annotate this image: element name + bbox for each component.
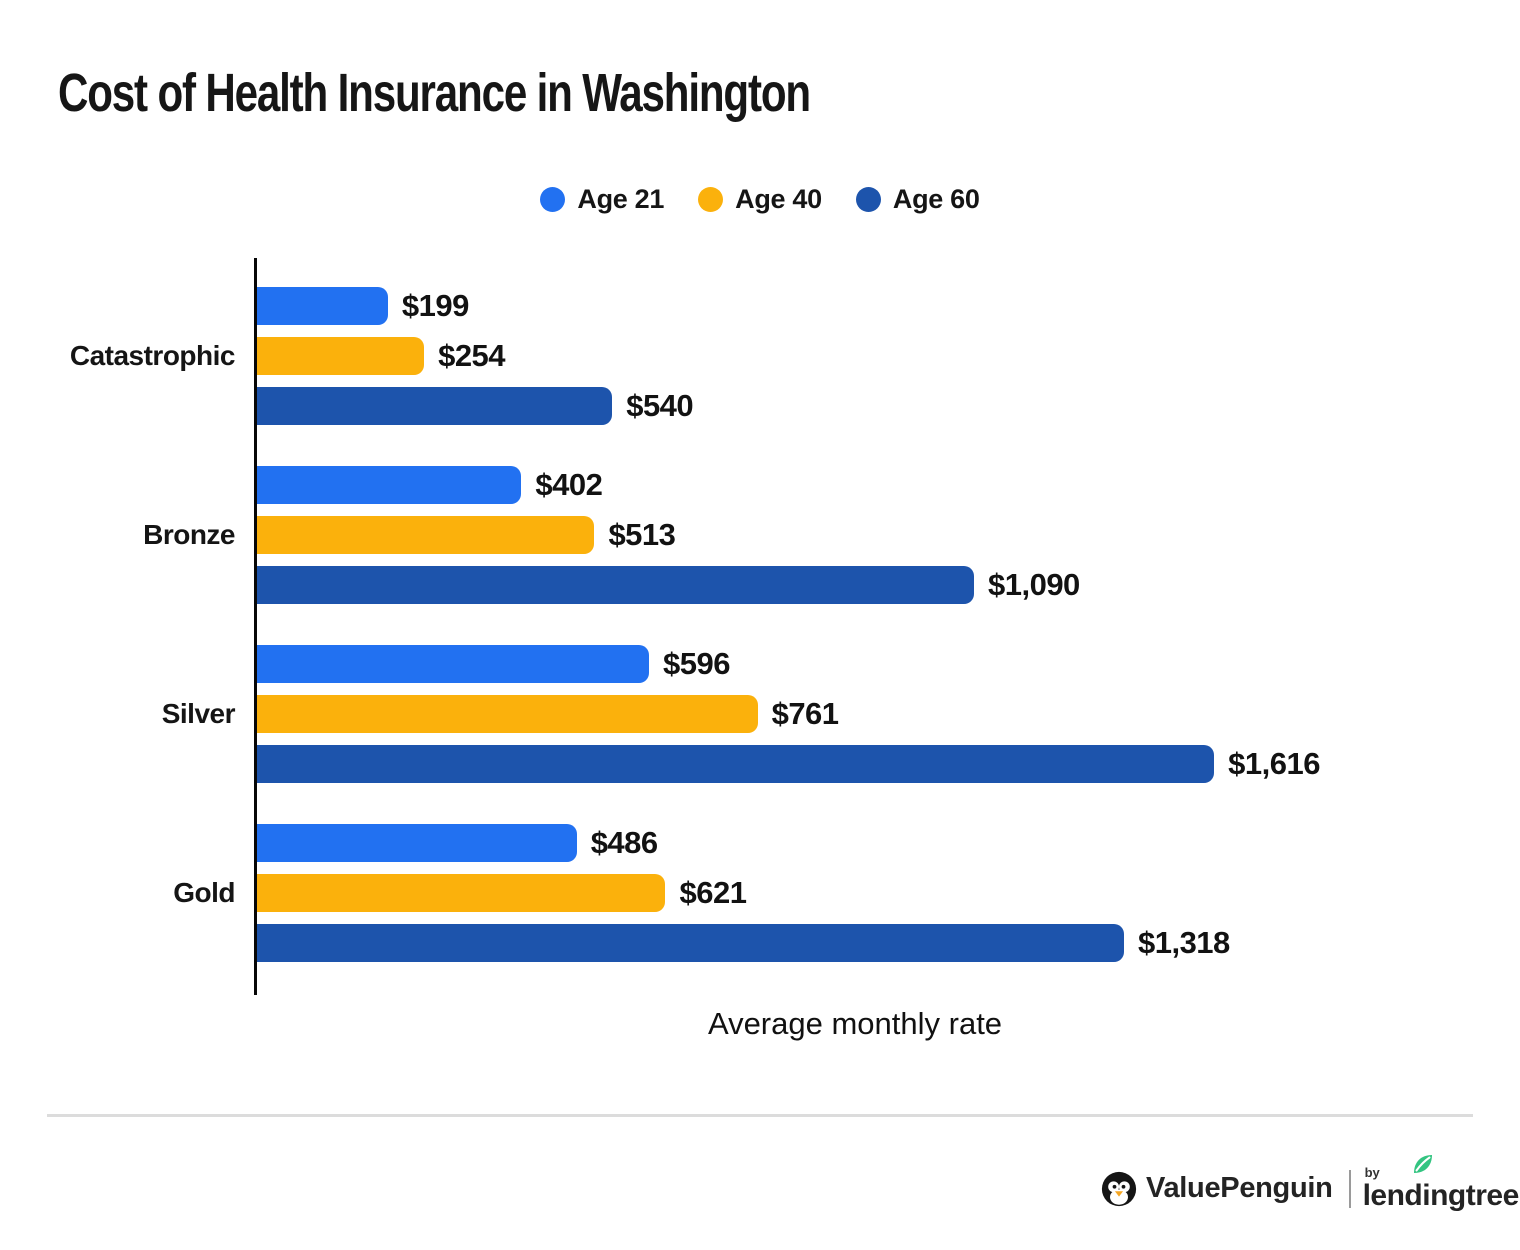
legend-label-age-40: Age 40 [735, 184, 822, 214]
bar-row-age-21-silver: $596 [257, 645, 1320, 683]
bar-row-age-40-silver: $761 [257, 695, 1320, 733]
legend-item-age-40: Age 40 [698, 184, 822, 215]
bar-value-age-21-bronze: $402 [535, 467, 603, 502]
bar-chart: Catastrophic $199 $254 $540 Bronze $402 $513 $1… [0, 287, 1320, 962]
bar-age-60-silver [257, 745, 1215, 783]
legend-dot-age-60-icon [855, 187, 881, 212]
legend-dot-age-21-icon [540, 187, 566, 212]
bar-age-21-silver [257, 645, 650, 683]
chart-legend: Age 21 Age 40 Age 60 [0, 184, 1520, 215]
bars-silver: $596 $761 $1,616 [257, 645, 1320, 783]
bar-row-age-21-gold: $486 [257, 824, 1320, 862]
bar-row-age-60-gold: $1,318 [257, 924, 1320, 962]
lendingtree-logo: by lendingtree [1362, 1155, 1520, 1212]
bar-value-age-21-silver: $596 [663, 646, 731, 681]
category-label-bronze: Bronze [143, 519, 235, 550]
bar-group-bronze: Bronze $402 $513 $1,090 [0, 466, 1320, 604]
bar-value-age-60-gold: $1,318 [1137, 925, 1230, 960]
bar-row-age-40-catastrophic: $254 [257, 337, 1320, 375]
bar-value-age-60-catastrophic: $540 [626, 388, 694, 423]
bar-age-21-bronze [257, 466, 522, 504]
bar-age-40-silver [257, 695, 758, 733]
bar-row-age-40-gold: $621 [257, 874, 1320, 912]
bar-age-21-gold [257, 824, 577, 862]
bars-catastrophic: $199 $254 $540 [257, 287, 1320, 425]
bar-age-60-gold [257, 924, 1124, 962]
x-axis-label: Average monthly rate [707, 1006, 1003, 1041]
by-label: by [1364, 1165, 1380, 1180]
bar-age-40-bronze [257, 516, 595, 554]
bars-bronze: $402 $513 $1,090 [257, 466, 1320, 604]
bar-age-21-catastrophic [257, 287, 388, 325]
bar-row-age-60-silver: $1,616 [257, 745, 1320, 783]
legend-dot-age-40-icon [698, 187, 724, 212]
bar-group-catastrophic: Catastrophic $199 $254 $540 [0, 287, 1320, 425]
bar-value-age-40-gold: $621 [679, 875, 747, 910]
bar-row-age-21-bronze: $402 [257, 466, 1320, 504]
penguin-icon [1101, 1171, 1137, 1206]
bar-row-age-21-catastrophic: $199 [257, 287, 1320, 325]
bar-group-silver: Silver $596 $761 $1,616 [0, 645, 1320, 783]
valuepenguin-wordmark: ValuePenguin [1146, 1172, 1333, 1204]
footer-branding: ValuePenguin by lendingtree [1101, 1155, 1520, 1212]
bar-row-age-60-bronze: $1,090 [257, 566, 1320, 604]
bar-group-gold: Gold $486 $621 $1,318 [0, 824, 1320, 962]
legend-item-age-21: Age 21 [540, 184, 664, 215]
bar-value-age-40-bronze: $513 [608, 517, 676, 552]
legend-label-age-60: Age 60 [892, 184, 980, 214]
category-label-silver: Silver [161, 698, 236, 729]
lendingtree-wordmark: lendingtree [1362, 1179, 1520, 1212]
bars-gold: $486 $621 $1,318 [257, 824, 1320, 962]
legend-label-age-21: Age 21 [577, 184, 665, 214]
bar-value-age-60-silver: $1,616 [1228, 746, 1320, 781]
category-label-gold: Gold [173, 877, 235, 908]
bar-value-age-40-silver: $761 [771, 696, 839, 731]
logo-separator [1348, 1169, 1351, 1208]
bar-age-60-catastrophic [257, 387, 613, 425]
valuepenguin-logo: ValuePenguin [1101, 1171, 1333, 1207]
bar-value-age-21-gold: $486 [590, 825, 658, 860]
bar-row-age-40-bronze: $513 [257, 516, 1320, 554]
bar-value-age-21-catastrophic: $199 [401, 288, 469, 323]
bar-row-age-60-catastrophic: $540 [257, 387, 1320, 425]
bar-value-age-60-bronze: $1,090 [987, 567, 1080, 602]
legend-item-age-60: Age 60 [855, 184, 980, 215]
bar-age-40-catastrophic [257, 337, 425, 375]
leaf-icon [1413, 1155, 1432, 1173]
bar-age-60-bronze [257, 566, 974, 604]
chart-title: Cost of Health Insurance in Washington [58, 63, 811, 123]
y-axis-line [254, 258, 257, 995]
category-label-catastrophic: Catastrophic [69, 340, 236, 371]
bar-value-age-40-catastrophic: $254 [438, 338, 506, 373]
bar-age-40-gold [257, 874, 666, 912]
footer-divider-line [47, 1114, 1473, 1117]
